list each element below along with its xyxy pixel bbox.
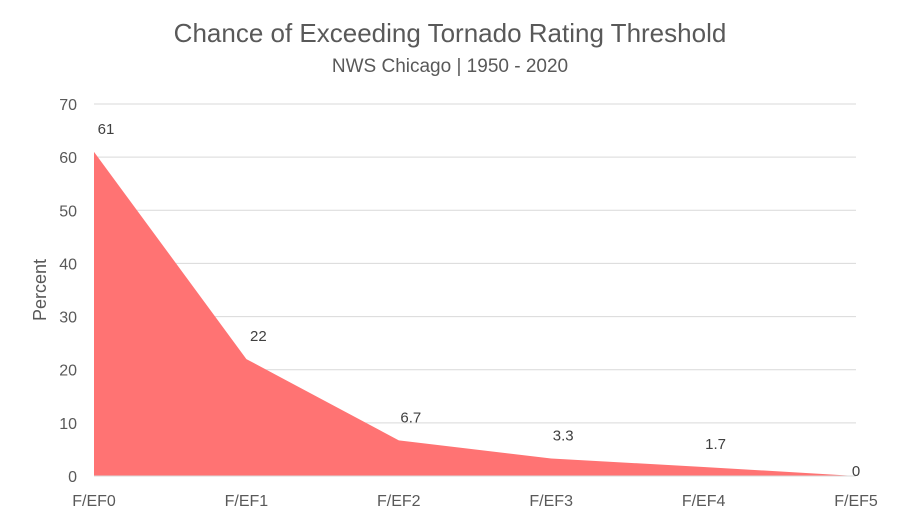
data-label: 61	[98, 121, 115, 138]
chart-title: Chance of Exceeding Tornado Rating Thres…	[173, 18, 727, 48]
y-tick-label: 60	[59, 150, 77, 167]
y-tick-label: 10	[59, 416, 77, 433]
y-tick-label: 0	[68, 469, 77, 486]
y-axis-label: Percent	[30, 259, 50, 321]
x-tick-label: F/EF4	[682, 493, 726, 510]
y-tick-label: 20	[59, 363, 77, 380]
x-tick-label: F/EF0	[72, 493, 116, 510]
chart-subtitle: NWS Chicago | 1950 - 2020	[331, 56, 569, 77]
y-tick-label: 30	[59, 310, 77, 327]
y-tick-label: 50	[59, 203, 77, 220]
data-label: 0	[852, 463, 860, 480]
data-label: 22	[250, 328, 267, 345]
area-series	[94, 151, 856, 477]
data-label: 6.7	[400, 409, 421, 426]
y-tick-label: 40	[59, 256, 77, 273]
x-tick-label: F/EF2	[377, 493, 421, 510]
x-tick-label: F/EF1	[225, 493, 269, 510]
data-label: 3.3	[553, 427, 574, 444]
data-label: 1.7	[705, 436, 726, 453]
x-tick-label: F/EF3	[529, 493, 573, 510]
y-tick-label: 70	[59, 97, 77, 114]
x-tick-label: F/EF5	[834, 493, 878, 510]
